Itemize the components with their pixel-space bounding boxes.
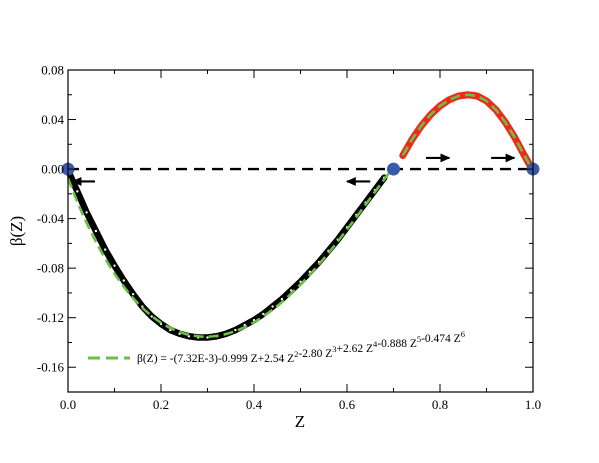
x-tick-label: 0.4 bbox=[246, 397, 263, 412]
plot-layer bbox=[61, 91, 540, 341]
data-point-negative bbox=[112, 263, 117, 268]
y-tick-label: 0.04 bbox=[41, 112, 64, 127]
data-point-positive bbox=[521, 151, 527, 157]
y-tick-label: -0.16 bbox=[37, 360, 65, 375]
y-tick-label: -0.12 bbox=[37, 310, 64, 325]
legend-label-part: -0.474 Z bbox=[421, 333, 461, 345]
legend-label-part: +2.62 Z bbox=[336, 343, 373, 355]
x-tick-label: 0.6 bbox=[339, 397, 356, 412]
fit-curve-negative bbox=[66, 172, 390, 338]
legend-label-exponent: 3 bbox=[332, 344, 336, 354]
data-point-negative bbox=[84, 210, 89, 215]
y-tick-label: -0.04 bbox=[37, 211, 65, 226]
x-tick-label: 0.8 bbox=[432, 397, 448, 412]
legend: β(Z) = -(7.32E-3)-0.999 Z+2.54 Z2-2.80 Z… bbox=[88, 329, 465, 365]
y-axis-title: β(Z) bbox=[7, 216, 26, 246]
legend-label-exponent: 6 bbox=[461, 329, 465, 339]
data-point-positive bbox=[474, 93, 480, 99]
y-tick-label: -0.08 bbox=[37, 261, 64, 276]
legend-label: β(Z) = -(7.32E-3)-0.999 Z+2.54 Z2-2.80 Z… bbox=[137, 329, 465, 365]
y-tick-label: 0.08 bbox=[41, 63, 64, 78]
fit-curve-positive bbox=[401, 93, 532, 168]
legend-label-part: -0.888 Z bbox=[377, 338, 417, 350]
x-axis-title: Z bbox=[295, 412, 305, 431]
data-point-negative bbox=[233, 328, 238, 332]
fixed-point bbox=[387, 162, 400, 176]
x-tick-label: 0.2 bbox=[153, 397, 169, 412]
x-tick-label: 1.0 bbox=[525, 397, 541, 412]
axis-ticks: 0.0 0.2 0.4 0.6 0.8 1.0 -0.16 -0.12 -0.08 -0.04 0.… bbox=[37, 63, 541, 413]
data-point-negative bbox=[94, 229, 98, 233]
legend-label-part: -2.80 Z bbox=[298, 348, 332, 360]
legend-label-part: β(Z) = -(7.32E-3)-0.999 Z+2.54 Z bbox=[137, 353, 294, 365]
legend-label-exponent: 4 bbox=[373, 339, 378, 349]
y-tick-label: 0.00 bbox=[41, 162, 64, 177]
data-point-negative bbox=[149, 314, 154, 319]
legend-label-exponent: 5 bbox=[417, 334, 421, 344]
data-point-negative bbox=[270, 304, 275, 309]
data-point-negative bbox=[75, 189, 80, 194]
x-tick-label: 0.0 bbox=[60, 397, 76, 412]
data-point-negative bbox=[205, 335, 210, 340]
data-point-negative bbox=[122, 278, 126, 283]
data-point-negative bbox=[103, 247, 107, 252]
data-point-negative bbox=[131, 292, 135, 296]
legend-label-exponent: 2 bbox=[294, 349, 298, 359]
